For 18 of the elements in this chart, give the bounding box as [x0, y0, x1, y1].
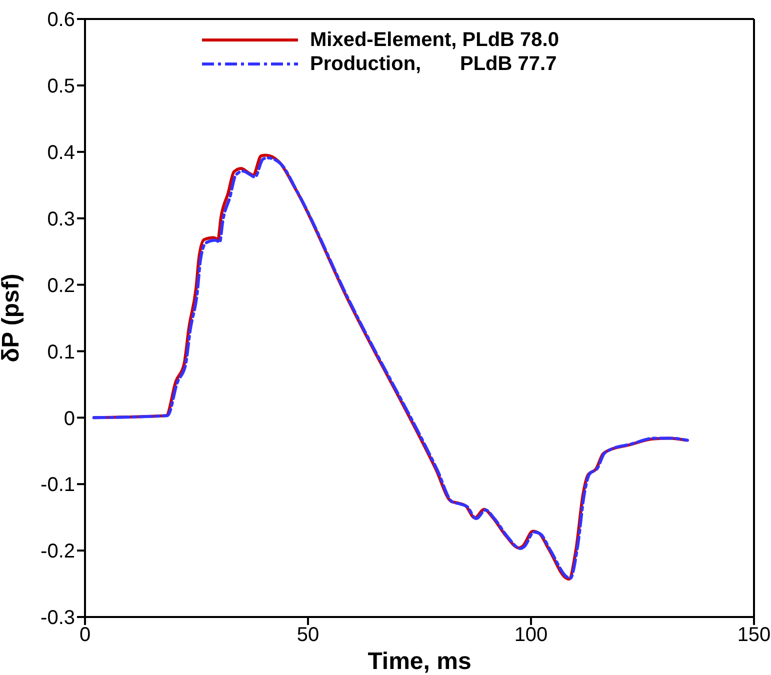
- y-tick-label: -0.1: [40, 474, 75, 496]
- y-tick-label: 0.1: [47, 341, 75, 364]
- y-tick-label: 0.6: [47, 9, 75, 32]
- y-tick-label: -0.3: [40, 607, 75, 630]
- y-tick-label: 0.2: [47, 274, 75, 297]
- x-tick-label: 150: [737, 624, 771, 646]
- x-tick-label: 50: [296, 624, 320, 646]
- y-tick-label: -0.2: [40, 540, 75, 563]
- y-tick-label: 0.4: [47, 142, 75, 164]
- y-tick-label: 0.5: [47, 76, 75, 98]
- y-axis-title: δP (psf): [0, 274, 25, 362]
- legend-label: Mixed-Element, PLdB 78.0: [310, 28, 559, 52]
- y-tick-label: 0: [64, 408, 75, 430]
- x-axis-title: Time, ms: [368, 648, 472, 675]
- x-tick-label: 100: [514, 624, 548, 646]
- y-tick-label: 0.3: [47, 208, 75, 230]
- legend-label: Production, PLdB 77.7: [310, 52, 557, 76]
- x-tick-label: 0: [79, 624, 91, 646]
